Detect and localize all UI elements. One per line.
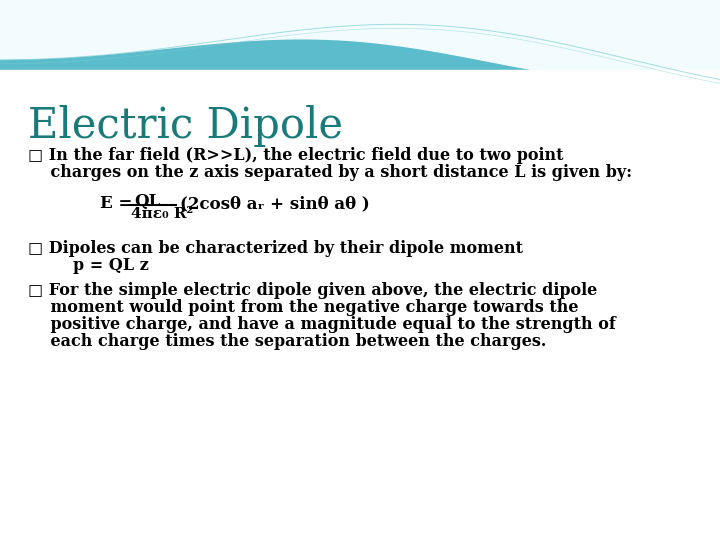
Bar	[0, 0, 120, 110]
Text: □ In the far field (R>>L), the electric field due to two point: □ In the far field (R>>L), the electric …	[28, 147, 564, 164]
Polygon shape	[0, 0, 720, 47]
Text: positive charge, and have a magnitude equal to the strength of: positive charge, and have a magnitude eq…	[28, 316, 616, 333]
Text: moment would point from the negative charge towards the: moment would point from the negative cha…	[28, 299, 578, 316]
Text: (2cosθ aᵣ + sinθ aθ ): (2cosθ aᵣ + sinθ aθ )	[180, 195, 370, 212]
Polygon shape	[0, 0, 720, 76]
Polygon shape	[0, 0, 720, 85]
Text: QL: QL	[134, 193, 161, 210]
Bar	[0, 0, 720, 80]
Text: 4πε₀ R²: 4πε₀ R²	[131, 207, 193, 221]
Text: □ Dipoles can be characterized by their dipole moment: □ Dipoles can be characterized by their …	[28, 240, 523, 257]
Text: p = QL z: p = QL z	[28, 257, 149, 274]
Text: each charge times the separation between the charges.: each charge times the separation between…	[28, 333, 546, 350]
Text: □ For the simple electric dipole given above, the electric dipole: □ For the simple electric dipole given a…	[28, 282, 598, 299]
Bar	[0, 70, 720, 540]
Text: Electric Dipole: Electric Dipole	[28, 105, 343, 147]
Text: E =: E =	[100, 195, 138, 212]
Text: charges on the z axis separated by a short distance L is given by:: charges on the z axis separated by a sho…	[28, 164, 632, 181]
